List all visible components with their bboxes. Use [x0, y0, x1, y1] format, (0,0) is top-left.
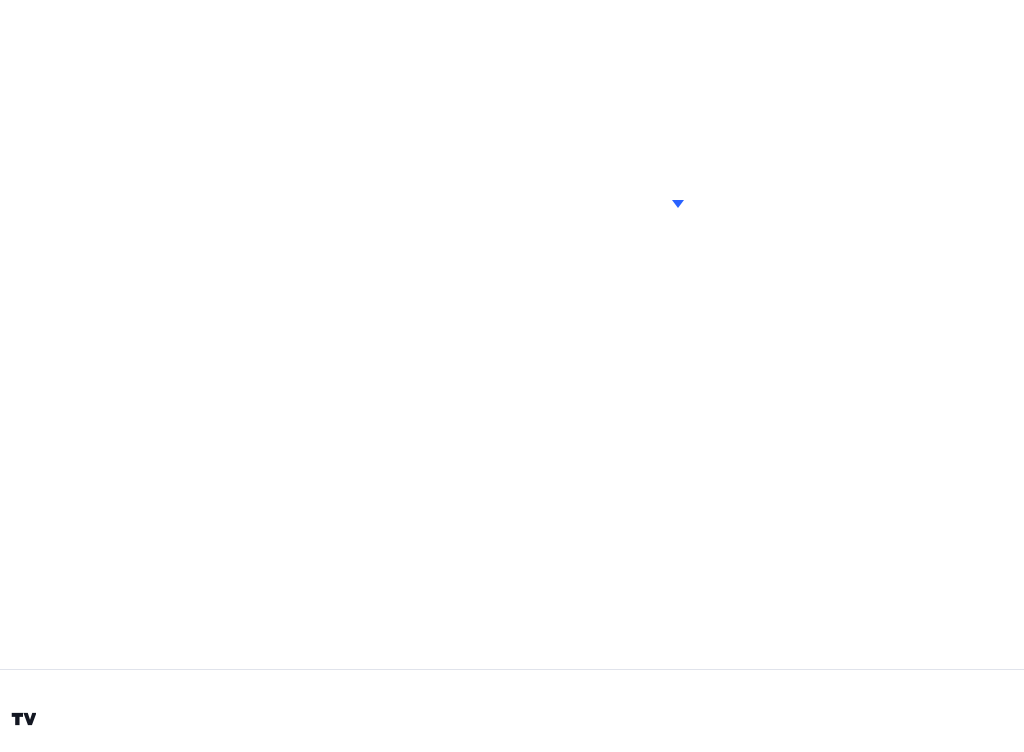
tradingview-logo-icon — [11, 712, 36, 726]
time-axis[interactable] — [0, 669, 1024, 697]
tradingview-logo[interactable] — [10, 707, 42, 731]
poc-pointer-icon — [672, 200, 684, 208]
rsi-value-axis[interactable] — [0, 0, 1024, 700]
currency-toggle-button[interactable] — [8, 30, 62, 49]
